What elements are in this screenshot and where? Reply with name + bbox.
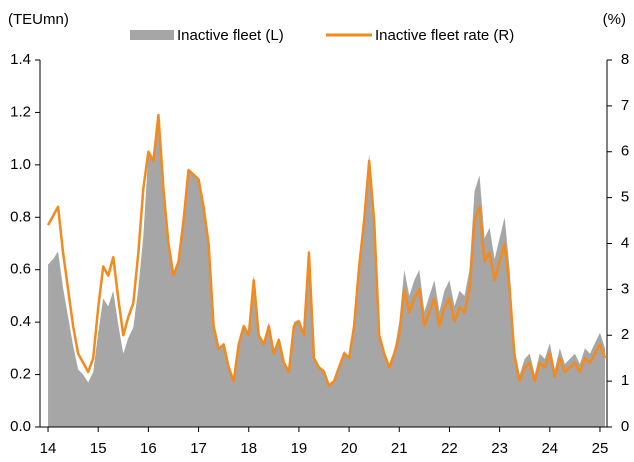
y-tick-label: 1.2 [10, 103, 31, 120]
x-tick-label: 17 [190, 440, 207, 457]
x-tick-label: 22 [441, 440, 458, 457]
x-tick-label: 25 [592, 440, 609, 457]
x-tick-label: 24 [541, 440, 558, 457]
y2-axis-label: (%) [603, 11, 626, 28]
y-tick-label: 1.0 [10, 156, 31, 173]
y2-tick-label: 5 [621, 189, 629, 206]
y-tick-label: 0.6 [10, 261, 31, 278]
x-tick-label: 21 [391, 440, 408, 457]
y2-tick-label: 8 [621, 51, 629, 68]
y2-tick-label: 0 [621, 418, 629, 435]
y2-tick-label: 3 [621, 280, 629, 297]
y-tick-label: 0.2 [10, 366, 31, 383]
y2-tick-label: 4 [621, 234, 629, 251]
legend-label: Inactive fleet (L) [177, 27, 284, 44]
line [46, 113, 607, 387]
y-tick-label: 0.0 [10, 418, 31, 435]
x-tick-label: 16 [140, 440, 157, 457]
legend-label: Inactive fleet rate (R) [375, 27, 514, 44]
x-tick-label: 19 [291, 440, 308, 457]
legend-swatch [130, 30, 174, 40]
x-tick-label: 15 [90, 440, 107, 457]
y2-tick-label: 6 [621, 143, 629, 160]
y-tick-label: 0.4 [10, 313, 31, 330]
x-tick-label: 20 [341, 440, 358, 457]
y-axis-label: (TEUmn) [8, 11, 69, 28]
y-tick-label: 0.8 [10, 208, 31, 225]
x-tick-label: 23 [491, 440, 508, 457]
y-tick-label: 1.4 [10, 51, 31, 68]
y2-tick-label: 2 [621, 326, 629, 343]
y2-tick-label: 7 [621, 97, 629, 114]
x-tick-label: 18 [240, 440, 257, 457]
y2-tick-label: 1 [621, 372, 629, 389]
x-tick-label: 14 [40, 440, 57, 457]
